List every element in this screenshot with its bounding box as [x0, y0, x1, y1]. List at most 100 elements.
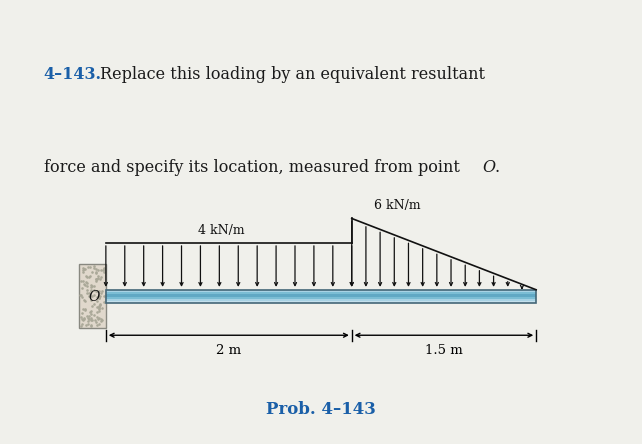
Point — [95, 302, 105, 309]
Point — [94, 304, 104, 311]
Bar — [106, 297, 536, 299]
Point — [97, 305, 107, 312]
Point — [81, 272, 91, 279]
Point — [82, 312, 92, 319]
Point — [78, 317, 89, 324]
Text: 1.5 m: 1.5 m — [425, 344, 463, 357]
Point — [97, 288, 107, 295]
Point — [94, 303, 104, 310]
Point — [79, 266, 89, 273]
Point — [76, 313, 87, 321]
Point — [91, 276, 101, 283]
Point — [86, 287, 96, 294]
Point — [89, 300, 99, 307]
Bar — [106, 290, 536, 303]
Point — [83, 314, 93, 321]
Point — [89, 264, 99, 271]
Point — [96, 267, 106, 274]
Point — [91, 275, 101, 282]
Bar — [106, 299, 536, 301]
Text: 4 kN/m: 4 kN/m — [198, 224, 245, 237]
Point — [82, 279, 92, 286]
Point — [99, 264, 109, 271]
Point — [83, 293, 94, 300]
Point — [92, 287, 102, 294]
Point — [91, 287, 101, 294]
Point — [92, 322, 102, 329]
Point — [86, 321, 96, 329]
Point — [91, 276, 101, 283]
Point — [94, 287, 104, 294]
Point — [76, 291, 86, 298]
Point — [85, 322, 96, 329]
Point — [77, 321, 87, 328]
Point — [78, 266, 88, 273]
Point — [99, 266, 109, 273]
Text: O: O — [483, 159, 496, 176]
Point — [75, 291, 85, 298]
Point — [86, 311, 96, 318]
Point — [89, 291, 99, 298]
Point — [83, 321, 93, 328]
Point — [78, 265, 89, 272]
Point — [94, 294, 104, 301]
Point — [79, 296, 89, 303]
Point — [91, 270, 101, 277]
Point — [91, 318, 101, 325]
Point — [92, 297, 102, 305]
Point — [97, 317, 107, 324]
Point — [99, 268, 109, 275]
Point — [85, 283, 96, 290]
Point — [82, 274, 92, 281]
Point — [80, 305, 90, 312]
Point — [77, 309, 87, 316]
Point — [78, 306, 89, 313]
Text: .: . — [495, 159, 500, 176]
Point — [92, 313, 103, 320]
Point — [85, 317, 96, 324]
Point — [99, 293, 109, 300]
Point — [86, 287, 96, 294]
Point — [85, 272, 95, 279]
Point — [78, 268, 89, 275]
Text: 4–143.: 4–143. — [44, 66, 101, 83]
Point — [94, 293, 104, 300]
Point — [92, 309, 102, 316]
Bar — [106, 294, 536, 297]
Text: force and specify its location, measured from point: force and specify its location, measured… — [44, 159, 465, 176]
Point — [85, 263, 95, 270]
Point — [87, 268, 97, 275]
Point — [78, 277, 88, 284]
Point — [93, 272, 103, 279]
Point — [79, 316, 89, 323]
Point — [85, 308, 95, 315]
Point — [80, 322, 91, 329]
Point — [98, 266, 108, 274]
Point — [80, 278, 91, 285]
Point — [84, 274, 94, 281]
Point — [84, 315, 94, 322]
Point — [76, 293, 87, 301]
Point — [96, 274, 106, 281]
Point — [86, 281, 96, 289]
Point — [77, 284, 87, 291]
Point — [92, 304, 102, 311]
Point — [92, 293, 102, 300]
Point — [94, 304, 105, 311]
Point — [84, 289, 94, 296]
Point — [94, 305, 105, 313]
Point — [89, 286, 100, 293]
Point — [94, 314, 105, 321]
Point — [92, 315, 103, 322]
Text: Replace this loading by an equivalent resultant: Replace this loading by an equivalent re… — [100, 66, 485, 83]
Point — [95, 275, 105, 282]
Point — [95, 300, 105, 307]
Point — [89, 262, 99, 269]
Point — [91, 317, 101, 324]
Bar — [106, 301, 536, 303]
Point — [84, 313, 94, 320]
Bar — [106, 290, 536, 292]
Point — [89, 282, 99, 289]
Point — [89, 311, 99, 318]
Point — [76, 322, 86, 329]
